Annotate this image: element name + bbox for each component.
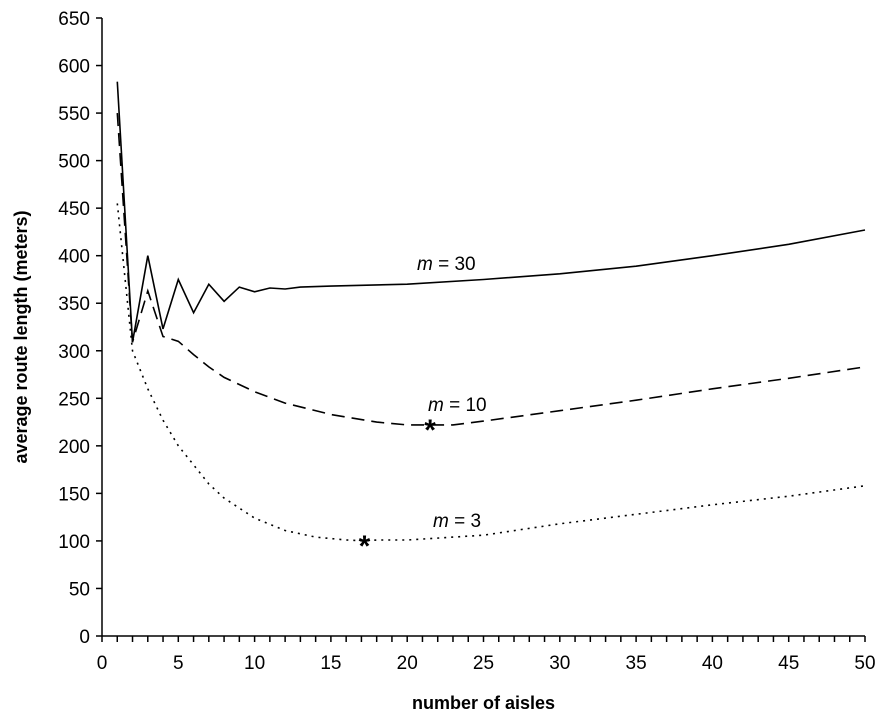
x-axis-title: number of aisles: [412, 693, 555, 713]
y-tick-label: 550: [58, 104, 90, 125]
series-label: m = 30: [417, 254, 476, 275]
series-line: [116, 81, 866, 343]
y-axis-title: average route length (meters): [11, 210, 31, 463]
y-tick-label: 400: [58, 247, 90, 268]
y-tick-label: 250: [58, 389, 90, 410]
series-label-value: = 30: [433, 254, 476, 275]
x-tick-label: 45: [778, 653, 799, 674]
y-tick-label: 350: [58, 294, 90, 315]
x-tick-label: 30: [549, 653, 570, 674]
x-tick-label: 5: [173, 653, 184, 674]
x-axis-ticks: 0 5 10 15 20 25 30 35 40 45 50: [97, 636, 876, 674]
x-tick-label: 15: [320, 653, 341, 674]
series-label-variable: m: [428, 395, 444, 416]
x-tick-label: 10: [244, 653, 265, 674]
y-tick-label: 50: [69, 579, 90, 600]
y-tick-label: 650: [58, 9, 90, 30]
y-tick-label: 500: [58, 152, 90, 173]
y-tick-label: 600: [58, 57, 90, 78]
y-tick-label: 300: [58, 342, 90, 363]
minimum-marker: *: [424, 414, 436, 447]
series-line: [116, 203, 866, 542]
y-tick-label: 200: [58, 437, 90, 458]
y-tick-label: 100: [58, 532, 90, 553]
series-label: m = 3: [433, 511, 481, 532]
series-line: [116, 113, 866, 426]
x-tick-label: 35: [626, 653, 647, 674]
series-label-variable: m: [433, 511, 449, 532]
x-tick-label: 20: [397, 653, 418, 674]
y-axis-ticks: 0 50 100 150 200 250 300 350 400 450 500 550 600 650: [58, 9, 102, 648]
series-label-variable: m: [417, 254, 433, 275]
y-tick-label: 150: [58, 484, 90, 505]
y-tick-label: 450: [58, 199, 90, 220]
series-labels: m = 30m = 10m = 3: [417, 254, 487, 532]
minimum-marker: *: [359, 530, 371, 563]
x-tick-label: 40: [702, 653, 723, 674]
series-label-value: = 10: [444, 395, 487, 416]
series-label-value: = 3: [449, 511, 481, 532]
series-layer: **: [116, 81, 866, 563]
x-tick-label: 0: [97, 653, 108, 674]
y-tick-label: 0: [79, 627, 90, 648]
x-tick-label: 25: [473, 653, 494, 674]
x-tick-label: 50: [854, 653, 875, 674]
series-label: m = 10: [428, 395, 487, 416]
